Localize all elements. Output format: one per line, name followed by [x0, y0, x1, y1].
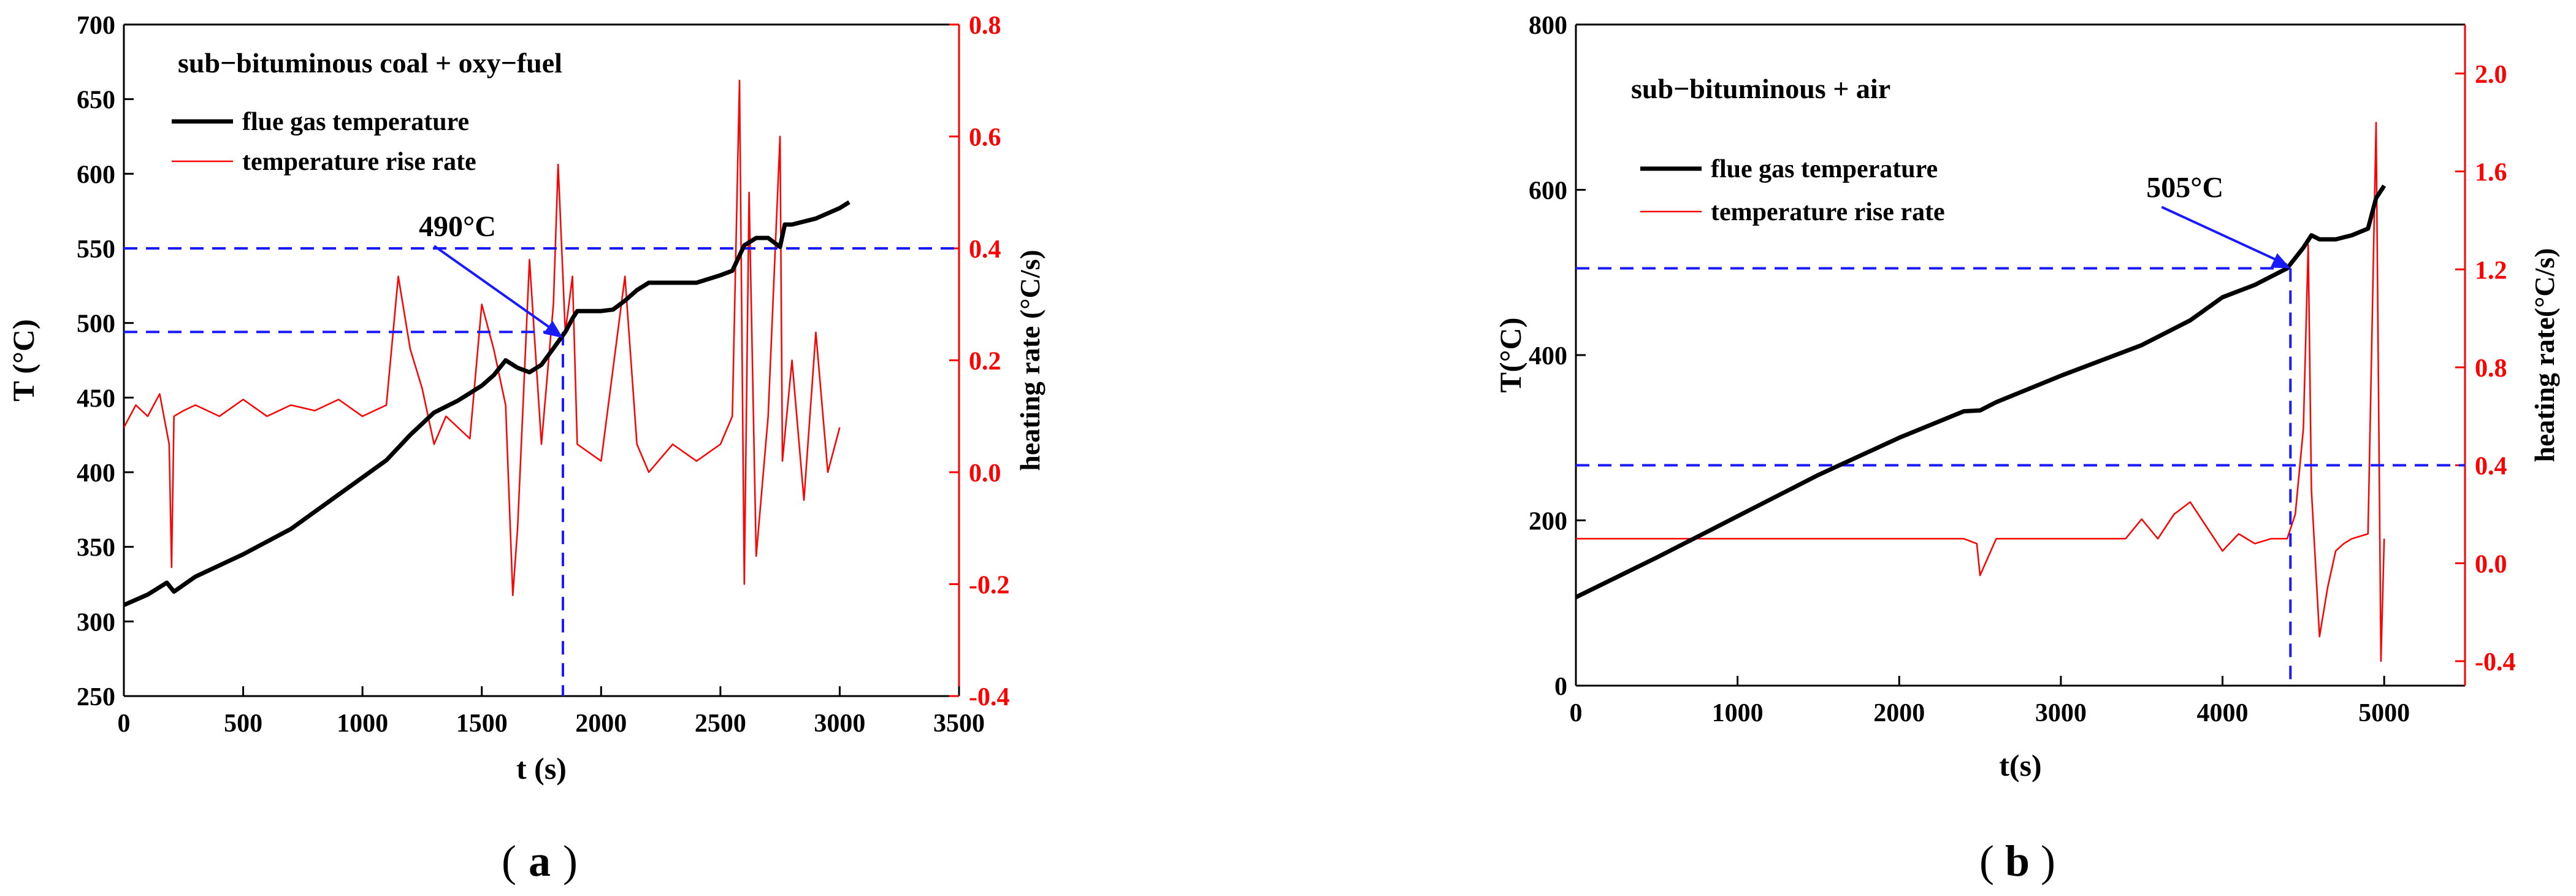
x-tick-label: 2000: [575, 710, 627, 738]
y-left-axis-label: T (°C): [6, 319, 40, 401]
y-right-tick-label: 0.8: [969, 12, 1001, 40]
x-tick-label: 2500: [695, 710, 746, 738]
temperature-rise-rate-line: [1576, 121, 2385, 662]
flue-gas-temperature-line: [1576, 184, 2387, 599]
legend-label-rate: temperature rise rate: [242, 148, 476, 176]
plot-area: [124, 80, 959, 696]
chart-title: sub−bituminous + air: [1631, 73, 1890, 104]
x-axis-label: t(s): [1999, 748, 2041, 783]
y-left-tick-label: 0: [1554, 673, 1567, 701]
y-left-tick-label: 500: [77, 310, 115, 339]
x-tick-label: 0: [1570, 699, 1583, 727]
annotation-label: 490°C: [419, 210, 496, 243]
x-tick-label: 3500: [933, 710, 985, 738]
panel-b-chart: 0 1000 2000 3000 4000 5000 0 200 400 600 800 -0.4 0.…: [1493, 12, 2560, 783]
legend-label-rate: temperature rise rate: [1711, 198, 1945, 226]
y-right-tick-label: -0.4: [969, 683, 1010, 711]
legend-label-temperature: flue gas temperature: [242, 108, 469, 136]
x-tick-label: 5000: [2358, 699, 2410, 727]
x-tick-label: 3000: [2035, 699, 2087, 727]
y-right-tick-label: 0.0: [969, 459, 1001, 488]
y-left-tick-label: 300: [77, 608, 115, 637]
panel-a-caption-open: (: [502, 837, 516, 886]
y-left-axis-label: T(°C): [1493, 318, 1527, 393]
y-right-tick-label: 1.2: [2475, 256, 2507, 285]
x-tick-label: 500: [224, 710, 262, 738]
panel-b-caption-open: (: [1979, 837, 1994, 886]
y-right-tick-label: 0.0: [2475, 550, 2507, 578]
x-tick-label: 1500: [456, 710, 508, 738]
y-right-tick-label: 2.0: [2475, 61, 2507, 89]
y-left-tick-label: 400: [1529, 342, 1567, 370]
y-left-tick-label: 650: [77, 86, 115, 115]
x-tick-label: 0: [118, 710, 131, 738]
panel-a-chart: 0 500 1000 1500 2000 2500 3000 3500 250 300 350 400…: [6, 12, 1045, 786]
y-right-tick-label: -0.2: [969, 572, 1010, 600]
y-right-axis-label: heating rate (°C/s): [1014, 250, 1045, 471]
y-right-tick-label: 1.6: [2475, 159, 2507, 187]
y-left-tick-label: 250: [77, 683, 115, 711]
x-tick-label: 1000: [1712, 699, 1764, 727]
y-left-tick-label: 200: [1529, 508, 1567, 536]
panel-b-caption-close: ): [2041, 837, 2055, 886]
y-right-tick-label: 0.2: [969, 348, 1001, 376]
x-tick-label: 4000: [2197, 699, 2249, 727]
chart-title: sub−bituminous coal + oxy−fuel: [178, 47, 562, 78]
annotation-arrowhead: [543, 320, 564, 338]
annotation-label: 505°C: [2146, 172, 2223, 204]
annotation-arrow: [2161, 205, 2288, 266]
y-left-tick-label: 600: [77, 161, 115, 189]
legend-label-temperature: flue gas temperature: [1711, 155, 1938, 183]
y-left-tick-label: 600: [1529, 177, 1567, 205]
panel-b-caption-letter: b: [2005, 837, 2030, 886]
plot-area: [1576, 121, 2465, 686]
x-tick-label: 2000: [1873, 699, 1925, 727]
annotation-arrow: [433, 245, 560, 335]
y-left-tick-label: 350: [77, 534, 115, 562]
y-left-tick-label: 450: [77, 385, 115, 413]
x-axis-label: t (s): [516, 751, 567, 786]
y-right-tick-label: 0.4: [2475, 453, 2507, 481]
y-left-tick-label: 550: [77, 235, 115, 264]
y-left-tick-label: 700: [77, 12, 115, 40]
annotation-arrowhead: [2270, 253, 2291, 269]
y-right-tick-label: 0.4: [969, 235, 1001, 264]
panel-a-caption-close: ): [563, 837, 578, 886]
panel-a-caption-letter: a: [529, 837, 551, 886]
flue-gas-temperature-line: [124, 200, 850, 607]
x-tick-label: 1000: [337, 710, 388, 738]
x-tick-label: 3000: [814, 710, 865, 738]
y-right-tick-label: -0.4: [2475, 648, 2516, 676]
y-right-tick-label: 0.6: [969, 124, 1001, 152]
y-right-tick-label: 0.8: [2475, 354, 2507, 383]
y-left-tick-label: 800: [1529, 12, 1567, 40]
temperature-rise-rate-line: [124, 80, 841, 597]
y-right-axis-label: heating rate(°C/s): [2529, 248, 2560, 462]
y-left-tick-label: 400: [77, 459, 115, 488]
